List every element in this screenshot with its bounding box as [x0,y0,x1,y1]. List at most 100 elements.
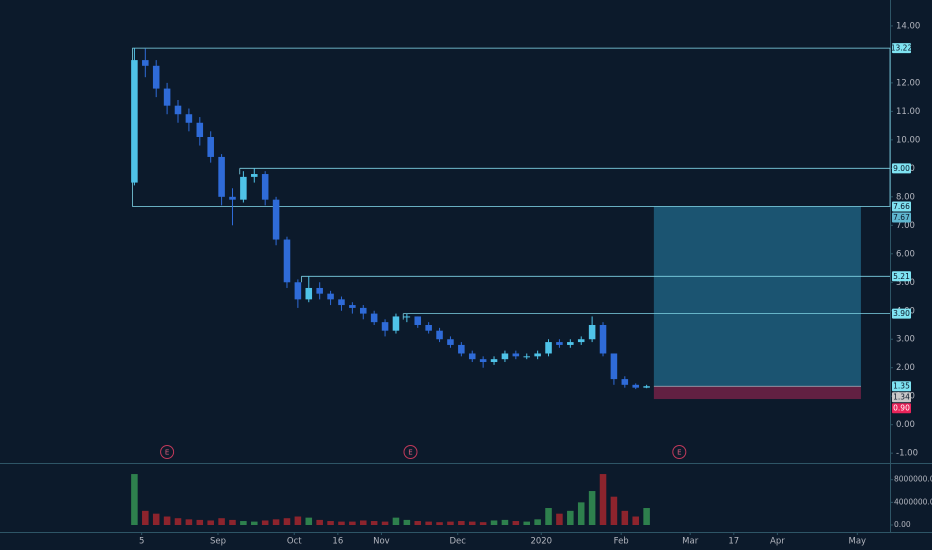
x-tick-label: May [849,537,867,547]
y-tick-label: 7.00 [896,221,915,231]
candle-body [305,287,313,300]
volume-bar [251,521,258,525]
y-tick-label: 11.00 [896,107,920,117]
earnings-label: E [408,449,412,457]
candle-body [599,324,607,354]
candle-body [577,339,585,343]
y-tick-label: 12.00 [896,78,920,88]
volume-bar [283,518,291,525]
price-label-box [892,403,911,414]
candle-body [610,353,618,380]
candle-body [174,105,182,115]
candle-body [196,122,204,138]
candle-body [381,322,389,331]
volume-bar [534,519,541,525]
x-tick-label: Sep [210,537,226,547]
volume-bar [588,491,596,525]
candle-body [185,114,193,123]
candle-body [632,384,639,388]
candle-body [643,386,650,388]
volume-bar [392,517,400,525]
price-label-box [892,308,911,319]
x-tick-label: Mar [682,537,699,547]
volume-bar [414,521,422,525]
candle-body [479,359,487,363]
volume-bar [229,519,236,525]
y-tick-label: 0.00 [896,420,915,430]
x-tick-label: 17 [728,537,739,547]
candle-body [534,353,541,357]
price-label-box [892,201,911,212]
price-label: 3.90 [893,309,910,318]
volume-bar [425,521,432,525]
price-label: 13.22 [891,44,913,53]
volume-bar [621,510,629,525]
candle-body [468,353,476,360]
volume-bar [523,521,531,525]
price-label: 7.67 [893,213,910,222]
x-tick-label: 2020 [530,537,552,547]
x-tick-label: Oct [287,537,302,547]
candle-body [447,339,454,345]
volume-bar [381,521,389,525]
volume-bar [370,521,378,525]
x-tick-label: Feb [614,537,629,547]
volume-y-tick-label: 0.00 [894,520,911,529]
candle-body [240,176,247,200]
volume-bar [272,519,280,525]
volume-bar [545,508,552,525]
candle-body [163,88,171,106]
candle-body [370,313,378,323]
volume-bar [479,522,487,525]
x-tick-label: Apr [770,537,785,547]
candle-body [588,324,596,340]
y-tick-label: 3.00 [896,335,915,345]
price-label: 1.34 [893,393,910,402]
volume-bar [567,510,574,525]
volume-bar [338,521,345,525]
volume-bar [556,513,563,525]
earnings-marker [403,445,418,459]
volume-bar [261,520,269,525]
volume-bar [490,520,498,525]
volume-bar [316,519,323,525]
x-tick-label: 5 [139,537,144,547]
volume-bar [240,521,247,525]
candle-body [523,356,531,358]
volume-bar [447,521,454,525]
volume-bar [196,519,204,525]
x-tick-label: 16 [332,537,343,547]
earnings-label: E [165,449,169,457]
candle-body [131,60,138,183]
price-label-box [892,43,911,54]
candle-body [556,342,563,345]
position-profit-zone [653,206,861,387]
price-label-box [892,212,911,223]
volume-bar [512,521,520,525]
y-tick-label: 2.00 [896,363,915,373]
candle-body [414,316,422,325]
candle-body [152,65,160,89]
y-tick-label: 10.00 [896,135,920,145]
candle-body [294,282,302,300]
price-label-box [892,163,911,174]
candle-body [272,199,280,240]
volume-bar [359,520,367,525]
earnings-label: E [677,449,681,457]
price-label: 5.21 [893,272,910,281]
volume-bar [305,517,313,525]
candle-body [501,353,509,360]
volume-bar [436,522,443,525]
volume-bar [152,513,160,525]
volume-bar [468,521,476,525]
candle-body [436,330,443,340]
volume-bar [131,474,138,525]
volume-bar [174,518,182,525]
volume-bar [163,516,171,525]
y-tick-label: 5.00 [896,278,915,288]
candle-body [392,316,400,331]
price-label-box [892,392,911,403]
volume-bar [632,516,639,525]
x-tick-label: Dec [449,537,466,547]
position-loss-zone [653,386,861,400]
